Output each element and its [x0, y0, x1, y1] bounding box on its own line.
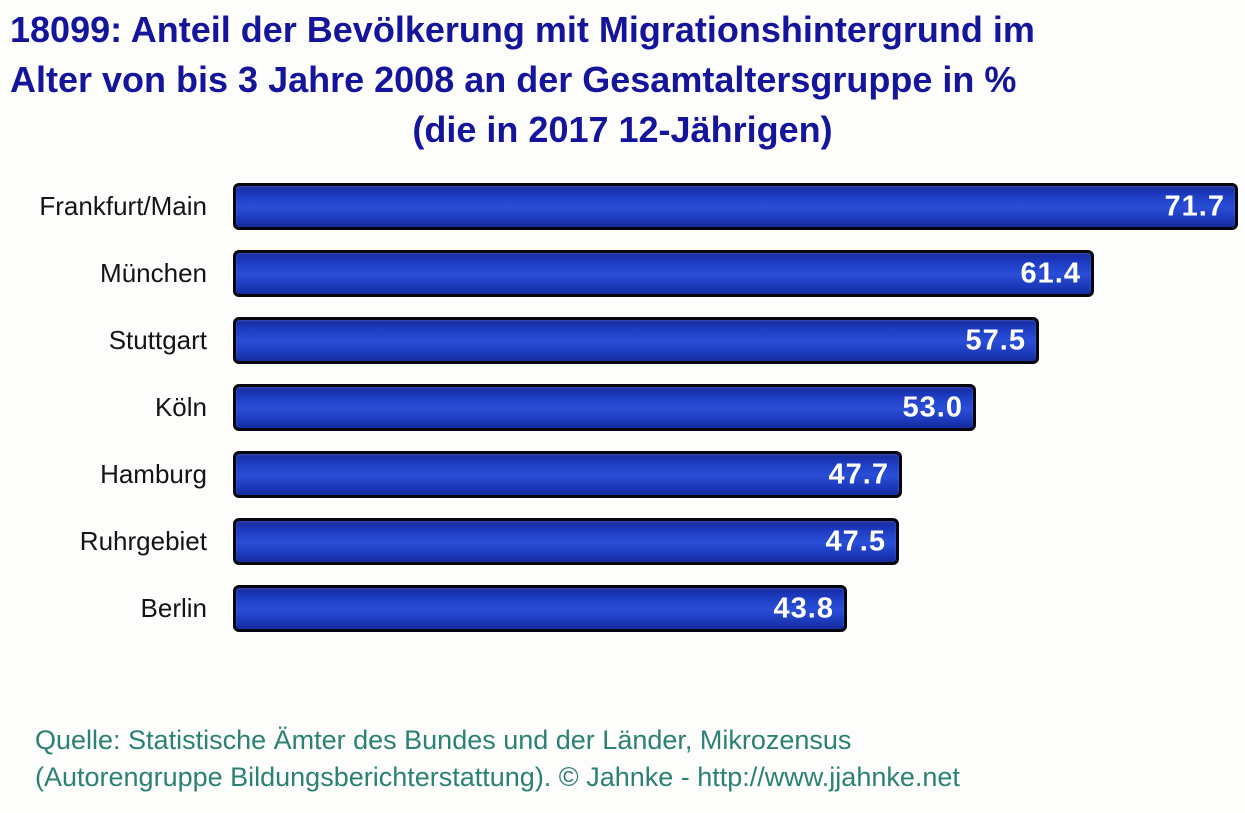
bar-track: 57.5 [233, 317, 1245, 364]
chart-title: 18099: Anteil der Bevölkerung mit Migrat… [0, 0, 1245, 155]
category-label: Frankfurt/Main [39, 191, 207, 221]
bar-chart-row: Stuttgart 57.5 [0, 317, 1245, 364]
chart-title-line-2: Alter von bis 3 Jahre 2008 an der Gesamt… [10, 59, 1017, 100]
bar-track: 61.4 [233, 250, 1245, 297]
category-label: Ruhrgebiet [79, 526, 207, 556]
bar-track: 47.5 [233, 518, 1245, 565]
category-label: Köln [154, 392, 207, 422]
bar-value-label: 47.5 [825, 525, 886, 557]
bar-track: 53.0 [233, 384, 1245, 431]
bar-track: 47.7 [233, 451, 1245, 498]
bar: 47.7 [233, 451, 902, 498]
bar-chart-row: Ruhrgebiet 47.5 [0, 518, 1245, 565]
bar-value-label: 61.4 [1020, 257, 1081, 289]
bar: 47.5 [233, 518, 899, 565]
source-line-2: (Autorengruppe Bildungsberichterstattung… [35, 762, 960, 792]
source-attribution: Quelle: Statistische Ämter des Bundes un… [35, 722, 960, 796]
bar-chart-row: München 61.4 [0, 250, 1245, 297]
category-label: Berlin [140, 593, 207, 623]
bar-chart-row: Köln 53.0 [0, 384, 1245, 431]
bar: 61.4 [233, 250, 1094, 297]
chart-title-line-1: 18099: Anteil der Bevölkerung mit Migrat… [10, 9, 1035, 50]
bar: 71.7 [233, 183, 1238, 230]
bar-value-label: 47.7 [828, 458, 889, 490]
bar-value-label: 71.7 [1164, 190, 1225, 222]
bar-track: 43.8 [233, 585, 1245, 632]
category-label: Stuttgart [108, 325, 207, 355]
category-label: Hamburg [100, 459, 207, 489]
bar: 57.5 [233, 317, 1039, 364]
bar-value-label: 43.8 [773, 592, 834, 624]
bar-chart-row: Frankfurt/Main 71.7 [0, 183, 1245, 230]
bar-value-label: 57.5 [965, 324, 1026, 356]
bar-chart-row: Hamburg 47.7 [0, 451, 1245, 498]
source-line-1: Quelle: Statistische Ämter des Bundes un… [35, 725, 852, 755]
bar: 43.8 [233, 585, 847, 632]
bar: 53.0 [233, 384, 976, 431]
bar-track: 71.7 [233, 183, 1245, 230]
chart-title-line-3: (die in 2017 12-Jährigen) [412, 109, 833, 150]
category-label: München [100, 258, 207, 288]
bar-chart: Frankfurt/Main 71.7 München 61.4 Stuttga… [0, 183, 1245, 632]
bar-chart-row: Berlin 43.8 [0, 585, 1245, 632]
bar-value-label: 53.0 [902, 391, 963, 423]
